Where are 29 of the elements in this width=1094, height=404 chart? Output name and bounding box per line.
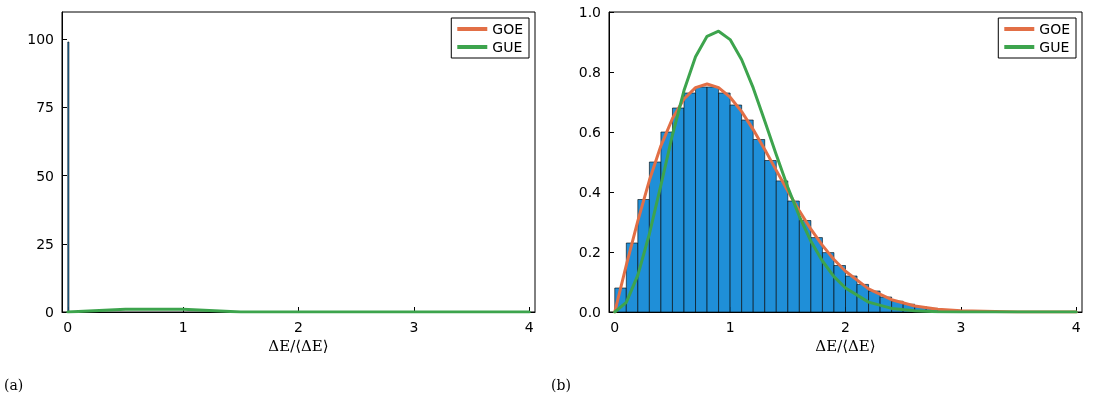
y-tick-label: 0.6 xyxy=(578,124,602,140)
y-tick-label: 75 xyxy=(36,99,54,116)
x-tick-label: 3 xyxy=(956,319,966,335)
x-tick-label: 1 xyxy=(725,319,735,335)
x-tick-label: 0 xyxy=(610,319,620,335)
y-tick-label: 0.4 xyxy=(578,184,602,200)
legend-label: GOE xyxy=(492,21,523,37)
y-tick-label: 1.0 xyxy=(578,4,601,20)
x-tick-label: 0 xyxy=(63,319,73,335)
text: (b) xyxy=(551,377,571,393)
y-tick-label: 100 xyxy=(27,31,54,48)
legend-label: GOE xyxy=(1039,21,1070,37)
text: (a) xyxy=(4,377,24,393)
y-tick-label: 0.8 xyxy=(578,64,601,80)
legend-label: GUE xyxy=(492,39,523,55)
y-tick-label: 50 xyxy=(36,167,54,184)
x-axis-title: ΔE/⟨ΔE⟩ xyxy=(815,337,876,356)
legend-label: GUE xyxy=(1039,39,1070,55)
x-tick-label: 4 xyxy=(1071,319,1081,335)
x-tick-label: 2 xyxy=(841,319,850,335)
y-tick-label: 0.2 xyxy=(578,244,601,260)
x-tick-label: 4 xyxy=(524,319,534,335)
y-tick-label: 0 xyxy=(45,304,54,320)
x-tick-label: 1 xyxy=(178,319,188,335)
x-tick-label: 3 xyxy=(409,319,419,335)
x-tick-label: 2 xyxy=(294,319,303,335)
y-tick-label: 0.0 xyxy=(578,304,601,320)
x-axis-title: ΔE/⟨ΔE⟩ xyxy=(268,337,329,356)
y-tick-label: 25 xyxy=(36,235,54,252)
